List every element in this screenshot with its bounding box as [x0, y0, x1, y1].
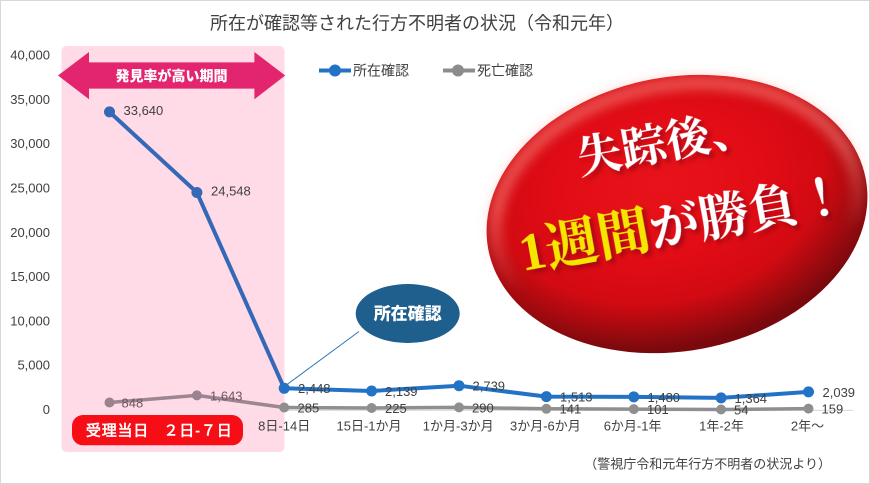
- svg-text:受理当日: 受理当日: [86, 422, 149, 440]
- svg-text:0: 0: [43, 402, 50, 417]
- svg-text:所在が確認等された行方不明者の状況（令和元年）: 所在が確認等された行方不明者の状況（令和元年）: [210, 14, 624, 34]
- svg-text:35,000: 35,000: [10, 92, 50, 107]
- svg-text:6か月-1年: 6か月-1年: [604, 419, 662, 434]
- svg-text:10,000: 10,000: [10, 313, 50, 328]
- svg-text:2,039: 2,039: [823, 385, 856, 400]
- svg-text:5,000: 5,000: [17, 358, 50, 373]
- svg-text:290: 290: [472, 400, 494, 415]
- svg-text:発見率が高い期間: 発見率が高い期間: [116, 68, 228, 84]
- svg-text:1,643: 1,643: [210, 388, 243, 403]
- svg-text:848: 848: [122, 395, 144, 410]
- svg-text:1年-2年: 1年-2年: [699, 419, 744, 434]
- svg-text:2,139: 2,139: [385, 384, 418, 399]
- svg-text:225: 225: [385, 401, 407, 416]
- svg-text:死亡確認: 死亡確認: [477, 63, 533, 79]
- svg-text:54: 54: [734, 402, 748, 417]
- svg-text:２日-７日: ２日-７日: [164, 423, 233, 440]
- svg-text:20,000: 20,000: [10, 225, 50, 240]
- svg-text:15,000: 15,000: [10, 269, 50, 284]
- svg-text:所在確認: 所在確認: [374, 305, 442, 324]
- svg-text:2,448: 2,448: [298, 381, 331, 396]
- svg-text:141: 141: [560, 402, 582, 417]
- svg-text:15日-1か月: 15日-1か月: [336, 419, 401, 434]
- svg-text:25,000: 25,000: [10, 181, 50, 196]
- svg-text:24,548: 24,548: [211, 184, 251, 199]
- svg-text:33,640: 33,640: [124, 103, 164, 118]
- svg-text:所在確認: 所在確認: [353, 63, 409, 79]
- svg-text:（警視庁令和元年行方不明者の状況より）: （警視庁令和元年行方不明者の状況より）: [584, 457, 831, 472]
- svg-text:1,480: 1,480: [648, 390, 681, 405]
- svg-text:40,000: 40,000: [10, 48, 50, 63]
- svg-text:285: 285: [298, 400, 320, 415]
- svg-text:1,513: 1,513: [560, 390, 593, 405]
- svg-text:159: 159: [822, 402, 844, 417]
- svg-text:1か月-3か月: 1か月-3か月: [423, 419, 494, 434]
- svg-text:2年〜: 2年〜: [791, 419, 824, 434]
- svg-text:1,364: 1,364: [735, 391, 768, 406]
- svg-text:8日-14日: 8日-14日: [258, 419, 310, 434]
- svg-text:2,739: 2,739: [473, 379, 506, 394]
- svg-text:30,000: 30,000: [10, 136, 50, 151]
- svg-text:3か月-6か月: 3か月-6か月: [510, 419, 581, 434]
- svg-text:101: 101: [647, 402, 669, 417]
